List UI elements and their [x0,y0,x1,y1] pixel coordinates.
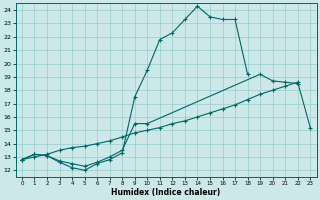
X-axis label: Humidex (Indice chaleur): Humidex (Indice chaleur) [111,188,221,197]
